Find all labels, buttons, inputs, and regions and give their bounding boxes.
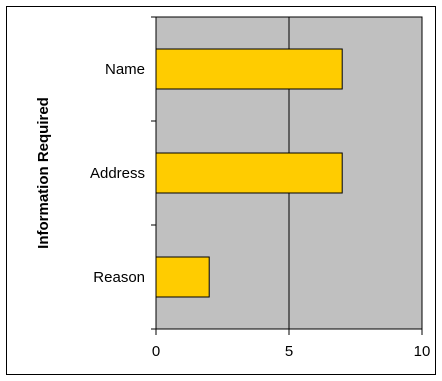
y-tick-label-address: Address: [90, 165, 145, 182]
y-tick-label-name: Name: [105, 61, 145, 78]
x-tick-label-10: 10: [414, 343, 431, 360]
x-tick-label-5: 5: [285, 343, 293, 360]
y-axis-ticks: Name Address Reason: [90, 16, 156, 330]
y-axis-label: Information Required: [35, 97, 52, 249]
bar-address: [155, 152, 343, 194]
bars: [155, 48, 343, 298]
bar-reason: [155, 256, 210, 298]
x-axis-ticks: 0 5 10: [152, 329, 431, 360]
bar-name: [155, 48, 343, 90]
x-tick-label-0: 0: [152, 343, 160, 360]
y-tick-label-reason: Reason: [93, 269, 145, 286]
